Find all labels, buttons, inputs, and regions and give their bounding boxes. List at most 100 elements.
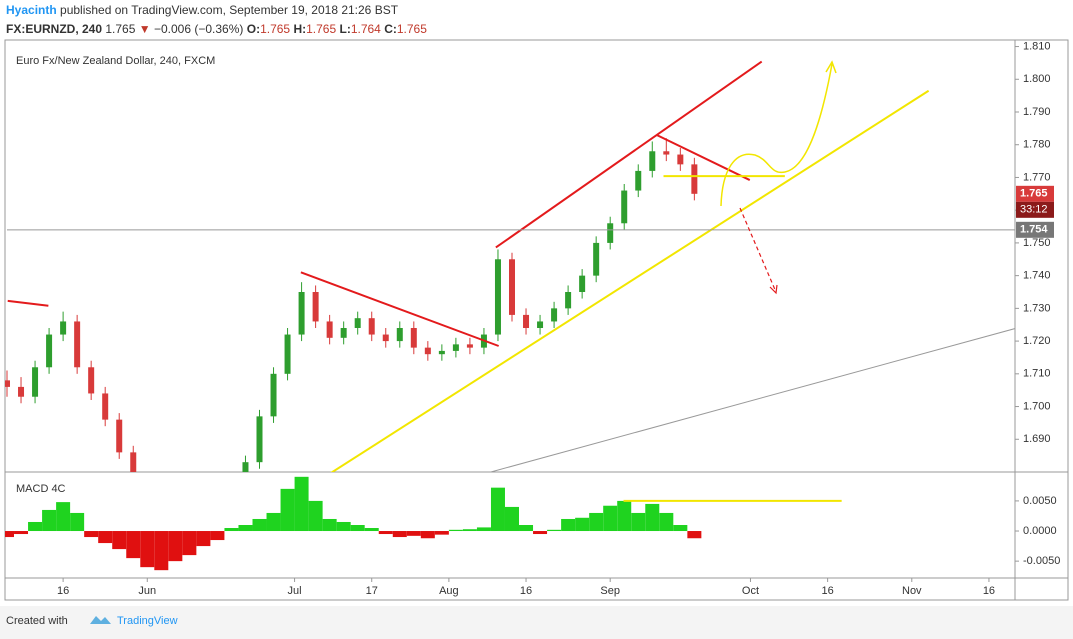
macd-bar bbox=[294, 476, 309, 532]
header-line: Hyacinth published on TradingView.com, S… bbox=[6, 3, 399, 17]
candle-body bbox=[368, 318, 375, 335]
l: 1.764 bbox=[351, 22, 381, 36]
candle-body bbox=[298, 292, 305, 335]
countdown: 33:12 bbox=[1020, 204, 1048, 216]
candle-body bbox=[74, 321, 81, 368]
y-tick-label: 1.690 bbox=[1023, 433, 1051, 445]
macd-bar bbox=[308, 500, 323, 532]
candle-body bbox=[691, 164, 698, 194]
arrow: ▼ bbox=[139, 22, 151, 36]
macd-bar bbox=[490, 487, 505, 532]
trend-line bbox=[7, 299, 49, 307]
symbol: FX:EURNZD, 240 bbox=[6, 22, 102, 36]
candle-body bbox=[494, 259, 501, 335]
x-tick-label: 16 bbox=[520, 585, 532, 597]
y-tick-label: 1.740 bbox=[1023, 270, 1051, 282]
macd-bar bbox=[378, 531, 393, 535]
macd-bar bbox=[603, 505, 618, 532]
y-tick-label: 1.700 bbox=[1023, 400, 1051, 412]
macd-bar bbox=[406, 531, 421, 536]
candle-body bbox=[410, 328, 417, 348]
macd-bar bbox=[252, 518, 267, 532]
macd-bar bbox=[266, 512, 281, 532]
macd-bar bbox=[462, 529, 477, 532]
macd-bar bbox=[561, 518, 576, 532]
h-label: H: bbox=[293, 22, 306, 36]
published: published on TradingView.com, September … bbox=[60, 3, 399, 17]
x-tick-label: Jul bbox=[288, 585, 302, 597]
candle-body bbox=[565, 292, 572, 309]
candle-body bbox=[284, 334, 291, 374]
candle-body bbox=[523, 314, 530, 328]
macd-bar bbox=[84, 531, 99, 538]
candle-body bbox=[326, 321, 333, 338]
candle-body bbox=[88, 367, 95, 394]
macd-bar bbox=[434, 531, 449, 535]
c-label: C: bbox=[384, 22, 397, 36]
macd-bar bbox=[575, 517, 590, 532]
candle-body bbox=[256, 416, 263, 463]
macd-bar bbox=[448, 529, 463, 532]
projection-up bbox=[720, 63, 833, 207]
axes: 1.6901.7001.7101.7201.7301.7401.7501.760… bbox=[57, 40, 1060, 596]
trend-line bbox=[656, 134, 751, 181]
arrowhead-down bbox=[769, 284, 778, 295]
candle-body bbox=[312, 292, 319, 322]
candle-body bbox=[424, 347, 431, 355]
candle-body bbox=[466, 344, 473, 348]
c: 1.765 bbox=[397, 22, 427, 36]
price-label: 1.754 bbox=[1020, 224, 1048, 236]
macd-bar bbox=[168, 531, 183, 562]
macd-bar bbox=[364, 528, 379, 532]
price-label-box bbox=[1016, 185, 1054, 202]
y-tick-label: -0.0050 bbox=[1023, 555, 1060, 567]
candle-body bbox=[116, 419, 123, 453]
candle-body bbox=[46, 334, 53, 368]
candle-body bbox=[340, 328, 347, 338]
candle-body bbox=[649, 151, 656, 171]
macd-bar bbox=[673, 525, 688, 532]
candle-body bbox=[354, 318, 361, 328]
change: −0.006 (−0.36%) bbox=[154, 22, 243, 36]
x-tick-label: 16 bbox=[822, 585, 834, 597]
macd-bar bbox=[98, 531, 113, 544]
candle-body bbox=[551, 308, 558, 322]
x-tick-label: Jun bbox=[138, 585, 156, 597]
macd-pane bbox=[5, 476, 842, 571]
y-tick-label: 1.780 bbox=[1023, 139, 1051, 151]
candle-body bbox=[579, 275, 586, 292]
y-tick-label: 1.720 bbox=[1023, 335, 1051, 347]
candle-body bbox=[438, 350, 445, 355]
x-tick-label: Nov bbox=[902, 585, 922, 597]
footer bbox=[0, 606, 1073, 639]
symbol-line: FX:EURNZD, 240 1.765 ▼ −0.006 (−0.36%) O… bbox=[6, 22, 427, 36]
macd-bar bbox=[280, 488, 295, 532]
y-tick-label: 1.810 bbox=[1023, 40, 1051, 52]
candle-body bbox=[102, 393, 109, 420]
author: Hyacinth bbox=[6, 3, 57, 17]
macd-bar bbox=[14, 531, 29, 535]
chart-frame bbox=[4, 39, 1069, 601]
l-label: L: bbox=[340, 22, 351, 36]
macd-bar bbox=[687, 531, 702, 539]
y-tick-label: 1.800 bbox=[1023, 73, 1051, 85]
macd-bar bbox=[140, 531, 155, 568]
candle-body bbox=[635, 170, 642, 191]
macd-bar bbox=[505, 506, 519, 532]
h: 1.765 bbox=[306, 22, 336, 36]
macd-bar bbox=[154, 531, 169, 571]
macd-bar bbox=[224, 528, 239, 532]
macd-bar bbox=[392, 531, 407, 538]
candle-body bbox=[537, 321, 544, 328]
y-tick-label: 1.710 bbox=[1023, 368, 1051, 380]
macd-bar bbox=[533, 531, 548, 535]
candle-body bbox=[677, 154, 684, 165]
candle-body bbox=[270, 373, 277, 417]
candle-body bbox=[5, 380, 10, 387]
macd-bar bbox=[519, 525, 534, 532]
candle-body bbox=[130, 452, 137, 472]
price-label: 1.765 bbox=[1020, 188, 1048, 200]
macd-bar bbox=[28, 521, 43, 532]
arrowhead-up bbox=[825, 60, 837, 74]
